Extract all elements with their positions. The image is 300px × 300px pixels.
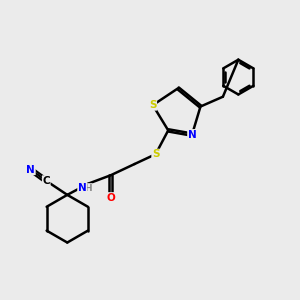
Text: H: H <box>85 184 92 193</box>
Text: O: O <box>106 193 115 203</box>
Text: C: C <box>42 176 50 186</box>
Text: N: N <box>26 165 35 175</box>
Text: S: S <box>149 100 157 110</box>
Text: N: N <box>188 130 197 140</box>
Text: N: N <box>78 183 86 194</box>
Text: S: S <box>152 149 159 159</box>
